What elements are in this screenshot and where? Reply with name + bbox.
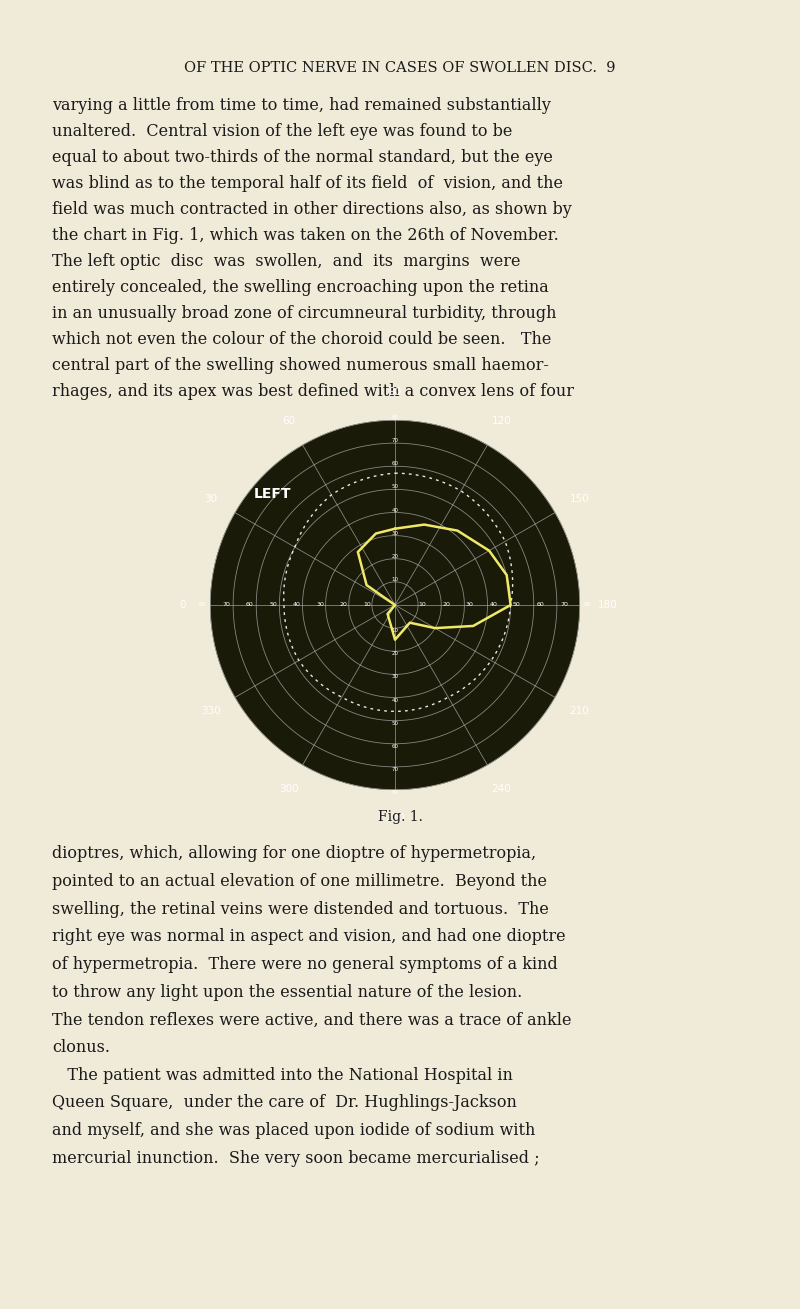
Text: 270: 270 [385,813,405,823]
Text: The patient was admitted into the National Hospital in: The patient was admitted into the Nation… [53,1067,514,1084]
Text: of hypermetropia.  There were no general symptoms of a kind: of hypermetropia. There were no general … [53,956,558,973]
Text: The left optic  disc  was  swollen,  and  its  margins  were: The left optic disc was swollen, and its… [53,253,521,270]
Text: 80: 80 [584,602,591,607]
Text: 30: 30 [204,493,218,504]
Text: 40: 40 [391,698,398,703]
Text: 50: 50 [391,484,398,490]
Text: 10: 10 [391,577,398,583]
Text: 40: 40 [391,508,398,513]
Text: central part of the swelling showed numerous small haemor-: central part of the swelling showed nume… [53,356,550,373]
Text: swelling, the retinal veins were distended and tortuous.  The: swelling, the retinal veins were distend… [53,901,550,918]
Text: 70: 70 [560,602,568,607]
Text: 60: 60 [391,461,398,466]
Text: Fig. 1.: Fig. 1. [378,810,422,825]
Text: 240: 240 [491,784,511,795]
Text: 10: 10 [418,602,426,607]
Text: 90: 90 [389,387,402,397]
Text: OF THE OPTIC NERVE IN CASES OF SWOLLEN DISC.  9: OF THE OPTIC NERVE IN CASES OF SWOLLEN D… [184,62,616,75]
Text: rhages, and its apex was best defined with a convex lens of four: rhages, and its apex was best defined wi… [53,382,574,399]
Text: was blind as to the temporal half of its field  of  vision, and the: was blind as to the temporal half of its… [53,174,563,191]
Text: 20: 20 [442,602,450,607]
Text: field was much contracted in other directions also, as shown by: field was much contracted in other direc… [53,200,572,217]
Text: unaltered.  Central vision of the left eye was found to be: unaltered. Central vision of the left ey… [53,123,513,140]
Text: 40: 40 [293,602,301,607]
Text: 20: 20 [391,554,398,559]
Text: 80: 80 [198,602,206,607]
Text: right eye was normal in aspect and vision, and had one dioptre: right eye was normal in aspect and visio… [53,928,566,945]
Text: varying a little from time to time, had remained substantially: varying a little from time to time, had … [53,97,551,114]
Text: equal to about two-thirds of the normal standard, but the eye: equal to about two-thirds of the normal … [53,148,554,165]
Text: 30: 30 [391,674,398,679]
Text: 20: 20 [340,602,348,607]
Text: mercurial inunction.  She very soon became mercurialised ;: mercurial inunction. She very soon becam… [53,1149,540,1166]
Text: 150: 150 [570,493,589,504]
Text: dioptres, which, allowing for one dioptre of hypermetropia,: dioptres, which, allowing for one dioptr… [53,846,537,863]
Text: the chart in Fig. 1, which was taken on the 26th of November.: the chart in Fig. 1, which was taken on … [53,226,559,243]
Text: 120: 120 [491,416,511,425]
Text: LEFT: LEFT [254,487,291,501]
Text: 70: 70 [391,439,398,444]
Text: 30: 30 [391,530,398,535]
Text: 60: 60 [391,744,398,749]
Text: clonus.: clonus. [53,1039,110,1056]
Text: 20: 20 [391,652,398,656]
Text: 50: 50 [391,721,398,725]
Text: 70: 70 [391,767,398,772]
Text: 60: 60 [537,602,544,607]
Text: to throw any light upon the essential nature of the lesion.: to throw any light upon the essential na… [53,983,522,1000]
Text: 330: 330 [201,707,221,716]
Text: pointed to an actual elevation of one millimetre.  Beyond the: pointed to an actual elevation of one mi… [53,873,547,890]
Text: 50: 50 [270,602,277,607]
Text: Queen Square,  under the care of  Dr. Hughlings-Jackson: Queen Square, under the care of Dr. Hugh… [53,1094,518,1111]
Text: 10: 10 [364,602,371,607]
Text: 0: 0 [179,600,186,610]
Text: 10: 10 [391,628,398,634]
Text: entirely concealed, the swelling encroaching upon the retina: entirely concealed, the swelling encroac… [53,279,550,296]
Text: 80: 80 [391,791,398,795]
Text: 50: 50 [513,602,521,607]
Text: 210: 210 [570,707,589,716]
Text: The tendon reflexes were active, and there was a trace of ankle: The tendon reflexes were active, and the… [53,1012,572,1029]
Text: in an unusually broad zone of circumneural turbidity, through: in an unusually broad zone of circumneur… [53,305,557,322]
Text: 60: 60 [246,602,254,607]
Text: 70: 70 [222,602,230,607]
Text: 180: 180 [598,600,618,610]
Text: 40: 40 [490,602,498,607]
Text: and myself, and she was placed upon iodide of sodium with: and myself, and she was placed upon iodi… [53,1122,536,1139]
Text: 80: 80 [391,415,398,420]
Text: which not even the colour of the choroid could be seen.   The: which not even the colour of the choroid… [53,330,552,347]
Text: 30: 30 [316,602,324,607]
Text: 30: 30 [466,602,474,607]
Text: 300: 300 [279,784,298,795]
Text: 60: 60 [282,416,295,425]
